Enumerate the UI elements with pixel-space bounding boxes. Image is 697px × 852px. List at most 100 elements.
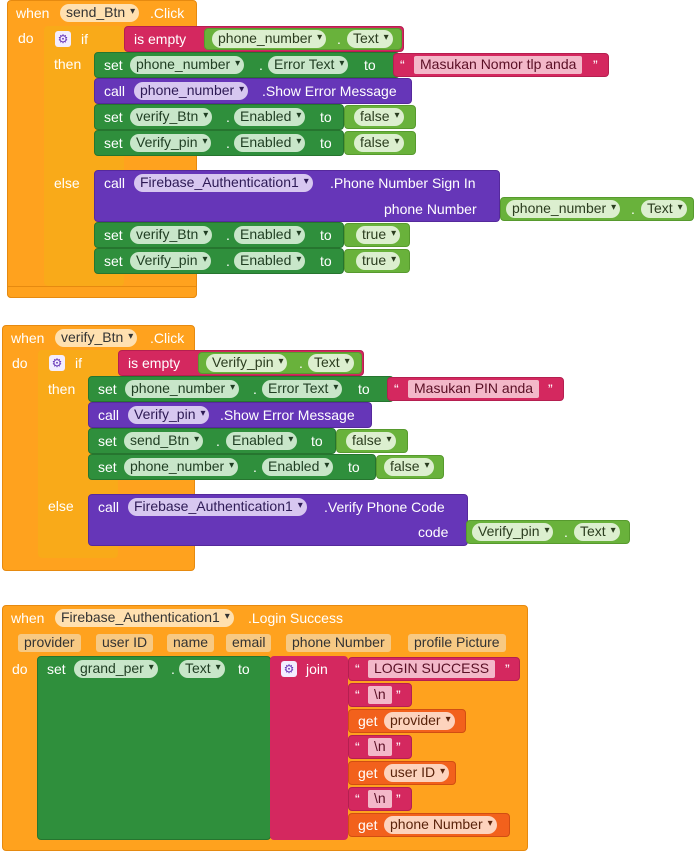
set-label: set xyxy=(47,661,66,677)
component-dropdown[interactable]: Verify_pin xyxy=(130,134,212,152)
dot-label: . xyxy=(337,31,341,47)
when-label: when xyxy=(11,330,45,346)
set-label: set xyxy=(98,459,117,475)
param-phone-number[interactable]: phone Number xyxy=(286,634,391,652)
text-literal[interactable]: \n xyxy=(368,686,392,704)
property-dropdown[interactable]: Text xyxy=(641,200,687,218)
dot-label: . xyxy=(564,524,568,540)
open-quote: “ xyxy=(400,57,405,73)
boolean-dropdown[interactable]: true xyxy=(356,226,401,244)
call-label: call xyxy=(104,83,126,99)
join-label: join xyxy=(306,661,328,677)
dot-label: . xyxy=(253,381,257,397)
call-label: call xyxy=(98,407,120,423)
property-dropdown[interactable]: Text xyxy=(308,354,354,372)
to-label: to xyxy=(320,253,332,269)
dot-label: . xyxy=(216,433,220,449)
param-email[interactable]: email xyxy=(226,634,272,652)
mutator-gear-icon[interactable]: ⚙ xyxy=(281,661,297,677)
do-label: do xyxy=(12,355,28,371)
component-dropdown[interactable]: Firebase_Authentication1 xyxy=(128,498,307,516)
event-name: .Login Success xyxy=(248,610,343,626)
boolean-dropdown[interactable]: false xyxy=(354,134,404,152)
then-label: then xyxy=(48,381,76,397)
set-label: set xyxy=(104,253,123,269)
set-label: set xyxy=(104,109,123,125)
property-dropdown[interactable]: Enabled xyxy=(234,134,306,152)
property-dropdown[interactable]: Enabled xyxy=(234,108,306,126)
dot-label: . xyxy=(631,201,635,217)
text-literal[interactable]: LOGIN SUCCESS xyxy=(368,660,496,678)
method-name: .Show Error Message xyxy=(262,83,397,99)
component-dropdown[interactable]: Verify_pin xyxy=(472,523,554,541)
dot-label: . xyxy=(171,661,175,677)
param-user-id[interactable]: user ID xyxy=(96,634,154,652)
dot-label: . xyxy=(253,459,257,475)
mutator-gear-icon[interactable]: ⚙ xyxy=(49,355,65,371)
param-name[interactable]: name xyxy=(167,634,215,652)
boolean-dropdown[interactable]: true xyxy=(356,252,401,270)
component-dropdown[interactable]: Firebase_Authentication1 xyxy=(55,609,234,627)
component-dropdown[interactable]: send_Btn xyxy=(60,4,140,22)
open-quote: “ xyxy=(355,791,360,807)
boolean-dropdown[interactable]: false xyxy=(354,108,404,126)
text-literal[interactable]: \n xyxy=(368,790,392,808)
open-quote: “ xyxy=(355,739,360,755)
component-dropdown[interactable]: phone_number xyxy=(134,82,249,100)
component-dropdown[interactable]: phone_number xyxy=(130,56,245,74)
component-dropdown[interactable]: phone_number xyxy=(506,200,621,218)
component-dropdown[interactable]: Verify_pin xyxy=(128,406,210,424)
property-dropdown[interactable]: Text xyxy=(347,30,393,48)
call-label: call xyxy=(98,499,120,515)
text-literal[interactable]: Masukan PIN anda xyxy=(408,380,540,398)
method-name: .Show Error Message xyxy=(220,407,355,423)
argument-label: phone Number xyxy=(384,201,477,217)
join-block[interactable] xyxy=(270,656,348,840)
component-dropdown[interactable]: phone_number xyxy=(124,458,239,476)
to-label: to xyxy=(311,433,323,449)
call-label: call xyxy=(104,175,126,191)
component-dropdown[interactable]: Firebase_Authentication1 xyxy=(134,174,313,192)
boolean-dropdown[interactable]: false xyxy=(346,432,396,450)
property-dropdown[interactable]: Enabled xyxy=(226,432,298,450)
variable-dropdown[interactable]: provider xyxy=(384,712,455,730)
text-literal[interactable]: Masukan Nomor tlp anda xyxy=(414,56,583,74)
do-label: do xyxy=(12,661,28,677)
component-dropdown[interactable]: send_Btn xyxy=(124,432,204,450)
property-dropdown[interactable]: Error Text xyxy=(262,380,343,398)
component-dropdown[interactable]: Verify_pin xyxy=(206,354,288,372)
boolean-dropdown[interactable]: false xyxy=(384,458,434,476)
close-quote: ” xyxy=(396,739,401,755)
component-dropdown[interactable]: verify_Btn xyxy=(130,226,213,244)
component-dropdown[interactable]: grand_per xyxy=(74,660,158,678)
set-label: set xyxy=(98,381,117,397)
set-block[interactable] xyxy=(37,656,271,840)
component-dropdown[interactable]: verify_Btn xyxy=(130,108,213,126)
param-provider[interactable]: provider xyxy=(18,634,81,652)
set-label: set xyxy=(104,57,123,73)
else-label: else xyxy=(54,175,80,191)
if-label: if xyxy=(81,31,88,47)
component-dropdown[interactable]: Verify_pin xyxy=(130,252,212,270)
event-block-bottom xyxy=(7,286,197,298)
close-quote: ” xyxy=(396,791,401,807)
property-dropdown[interactable]: Text xyxy=(179,660,225,678)
variable-dropdown[interactable]: user ID xyxy=(384,764,450,782)
property-dropdown[interactable]: Text xyxy=(574,523,620,541)
to-label: to xyxy=(358,381,370,397)
property-dropdown[interactable]: Enabled xyxy=(262,458,334,476)
component-dropdown[interactable]: phone_number xyxy=(125,380,240,398)
property-dropdown[interactable]: Enabled xyxy=(234,226,306,244)
text-literal[interactable]: \n xyxy=(368,738,392,756)
dot-label: . xyxy=(226,253,230,269)
set-label: set xyxy=(104,135,123,151)
param-profile-picture[interactable]: profile Picture xyxy=(408,634,506,652)
property-dropdown[interactable]: Error Text xyxy=(268,56,349,74)
mutator-gear-icon[interactable]: ⚙ xyxy=(55,31,71,47)
component-dropdown[interactable]: verify_Btn xyxy=(55,329,138,347)
set-label: set xyxy=(104,227,123,243)
component-dropdown[interactable]: phone_number xyxy=(212,30,327,48)
variable-dropdown[interactable]: phone Number xyxy=(384,816,497,834)
property-dropdown[interactable]: Enabled xyxy=(234,252,306,270)
is-empty-label: is empty xyxy=(128,355,181,371)
